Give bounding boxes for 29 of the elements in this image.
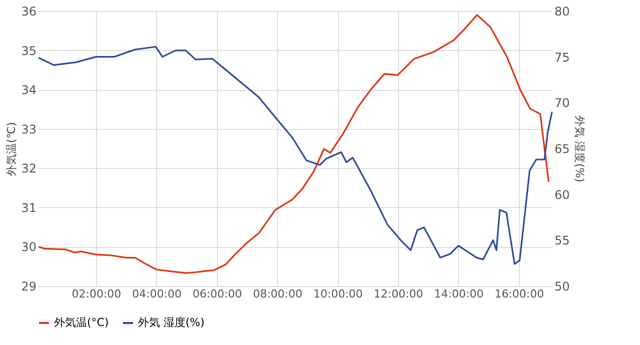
y2-tick-label: 65 [554, 142, 570, 156]
x-tick-label: 02:00:00 [72, 288, 122, 300]
line-series [38, 46, 553, 265]
x-tick-label: 14:00:00 [434, 288, 484, 300]
y2-tick-label: 75 [554, 50, 570, 64]
x-tick-label: 04:00:00 [132, 288, 182, 300]
y2-tick-label: 60 [554, 188, 570, 202]
x-tick-label: 10:00:00 [313, 288, 363, 300]
y2-axis-title: 外気 湿度(%) [572, 116, 586, 182]
x-tick-label: 16:00:00 [494, 288, 544, 300]
y2-tick-label: 70 [554, 96, 570, 110]
y2-tick-label: 80 [554, 4, 570, 18]
y-tick-label: 31 [21, 200, 36, 215]
y-axis-title: 外気温(℃) [5, 122, 18, 176]
y-tick-label: 30 [21, 240, 36, 254]
y-tick-label: 35 [21, 44, 36, 58]
y2-tick-label: 50 [554, 280, 570, 294]
x-tick-label: 08:00:00 [252, 288, 302, 300]
y-tick-label: 33 [21, 122, 36, 136]
y-tick-label: 36 [21, 4, 36, 18]
line-series [38, 14, 550, 274]
x-tick-label: 06:00:00 [192, 288, 242, 300]
legend-label: 外気 湿度(%) [138, 316, 205, 329]
x-tick-label: 12:00:00 [374, 288, 424, 300]
legend-label: 外気温(°C) [54, 316, 109, 329]
y-tick-label: 29 [21, 280, 36, 294]
y2-tick-label: 55 [554, 234, 570, 248]
y-tick-label: 34 [21, 83, 36, 98]
y-tick-label: 32 [21, 162, 36, 176]
